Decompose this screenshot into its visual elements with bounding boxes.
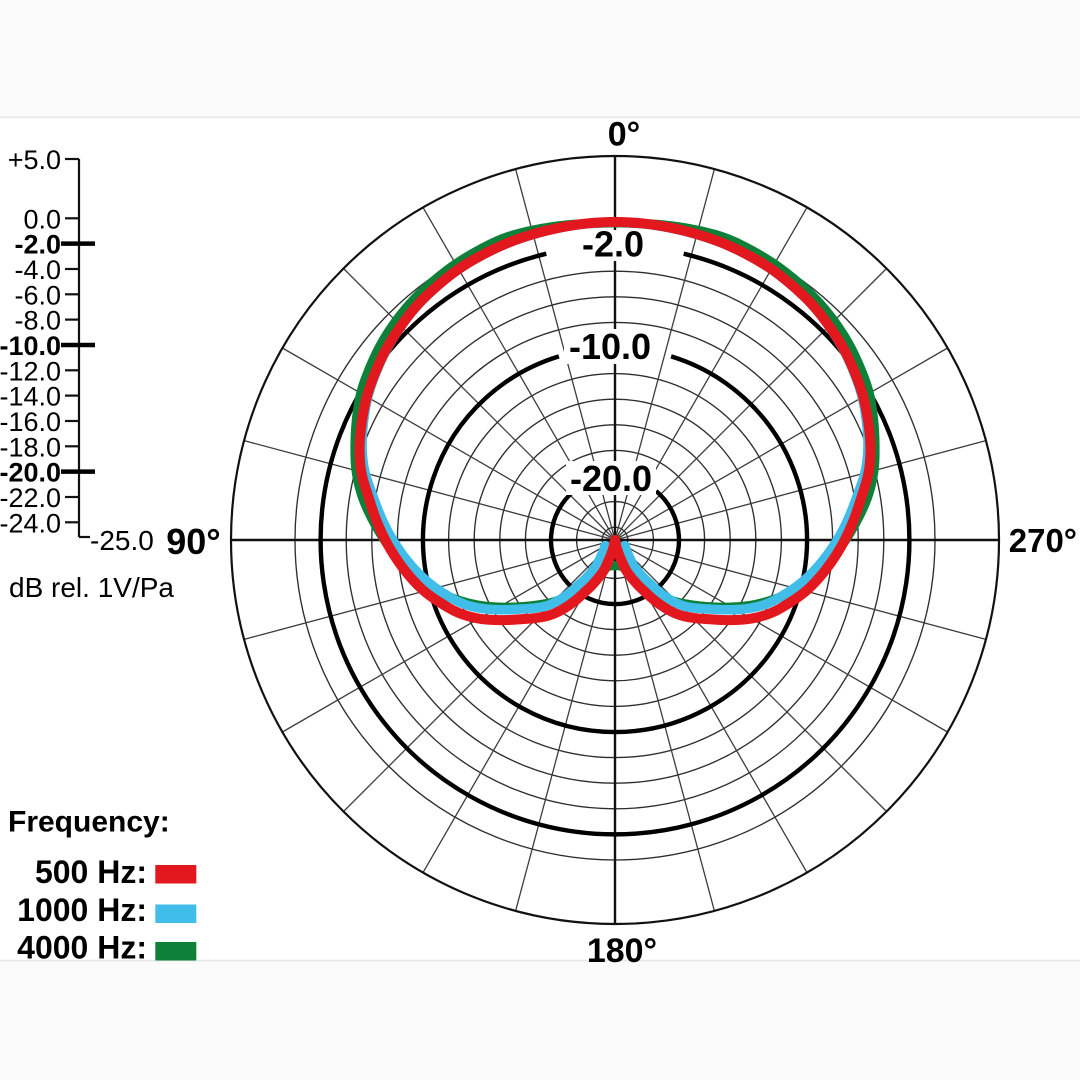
svg-text:-10.0: -10.0 xyxy=(0,331,61,361)
svg-text:+5.0: +5.0 xyxy=(8,145,61,175)
svg-text:-20.0: -20.0 xyxy=(0,458,61,488)
svg-text:-8.0: -8.0 xyxy=(14,306,61,336)
svg-text:-18.0: -18.0 xyxy=(0,432,61,462)
svg-text:-14.0: -14.0 xyxy=(0,382,61,412)
svg-text:-6.0: -6.0 xyxy=(14,280,61,310)
svg-text:dB rel. 1V/Pa: dB rel. 1V/Pa xyxy=(9,572,174,603)
svg-text:270°: 270° xyxy=(1009,522,1077,559)
svg-text:-24.0: -24.0 xyxy=(0,508,61,538)
svg-text:4000 Hz:: 4000 Hz: xyxy=(17,930,147,966)
svg-text:-16.0: -16.0 xyxy=(0,407,61,437)
svg-text:-12.0: -12.0 xyxy=(0,356,61,386)
svg-text:180°: 180° xyxy=(587,932,657,970)
svg-text:-20.0: -20.0 xyxy=(570,458,652,499)
svg-text:-2.0: -2.0 xyxy=(582,224,644,265)
svg-text:90°: 90° xyxy=(166,521,220,562)
svg-text:-2.0: -2.0 xyxy=(14,230,61,260)
svg-text:-4.0: -4.0 xyxy=(14,255,61,285)
svg-text:-22.0: -22.0 xyxy=(0,483,61,513)
svg-text:1000 Hz:: 1000 Hz: xyxy=(17,892,147,928)
svg-text:-25.0: -25.0 xyxy=(90,525,154,556)
svg-text:-10.0: -10.0 xyxy=(569,326,651,367)
svg-text:500 Hz:: 500 Hz: xyxy=(35,854,147,890)
svg-text:Frequency:: Frequency: xyxy=(8,806,170,839)
svg-text:0.0: 0.0 xyxy=(23,204,61,234)
svg-text:0°: 0° xyxy=(608,116,641,154)
